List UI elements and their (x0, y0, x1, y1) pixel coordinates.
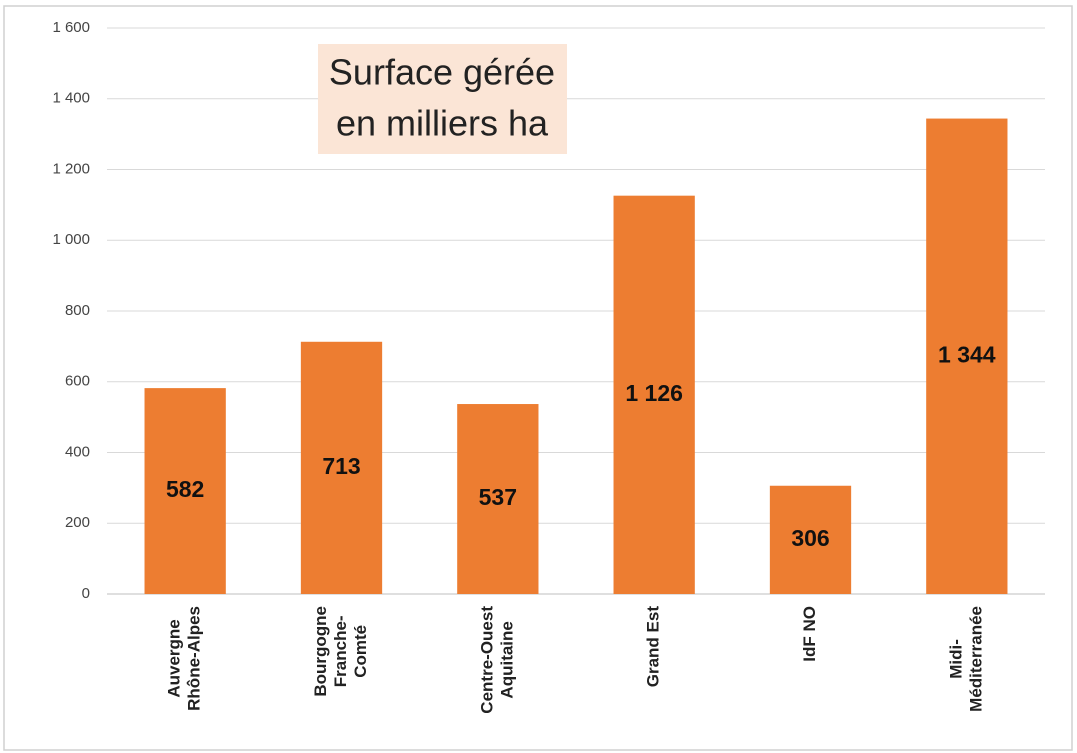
bar (926, 118, 1008, 594)
bar (144, 388, 226, 594)
value-label: 713 (322, 453, 360, 479)
x-tick-label: Auvergne (165, 619, 184, 697)
value-label: 306 (791, 525, 829, 551)
x-tick-label: Aquitaine (497, 621, 516, 698)
y-tick-label: 800 (65, 302, 90, 319)
bar (613, 195, 695, 595)
chart-title: en milliers ha (336, 103, 549, 144)
y-tick-label: 400 (65, 443, 90, 460)
x-tick-label: Grand Est (644, 606, 663, 688)
value-label: 1 344 (938, 341, 996, 367)
y-tick-label: 1 600 (52, 19, 90, 36)
x-tick-label: Méditerranée (966, 606, 985, 712)
x-tick-label: Rhône-Alpes (185, 606, 204, 711)
bar (769, 485, 852, 594)
y-tick-label: 0 (82, 585, 90, 602)
x-tick-label: IdF NO (800, 606, 819, 662)
x-tick-label: Franche- (331, 615, 350, 687)
x-tick-label: Comté (351, 625, 370, 678)
title-box (318, 44, 567, 154)
value-label: 582 (166, 476, 204, 502)
value-label: 537 (479, 484, 517, 510)
x-tick-label: Centre-Ouest (477, 606, 496, 714)
y-tick-label: 600 (65, 373, 90, 390)
x-tick-label: Midi- (946, 639, 965, 679)
y-tick-label: 1 400 (52, 90, 90, 107)
chart-title: Surface gérée (329, 52, 555, 93)
y-tick-label: 200 (65, 514, 90, 531)
bar (300, 341, 383, 594)
bar (457, 404, 539, 594)
value-label: 1 126 (625, 380, 683, 406)
x-tick-label: Bourgogne (311, 606, 330, 697)
y-tick-label: 1 000 (52, 231, 90, 248)
y-tick-label: 1 200 (52, 160, 90, 177)
